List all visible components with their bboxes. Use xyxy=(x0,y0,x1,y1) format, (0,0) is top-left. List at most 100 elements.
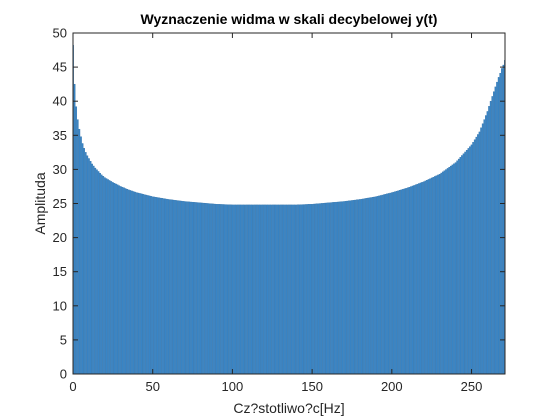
spectrum-bar xyxy=(225,204,227,375)
spectrum-bar xyxy=(293,204,296,375)
spectrum-bar xyxy=(312,203,315,375)
spectrum-bar xyxy=(410,186,412,375)
spectrum-bar xyxy=(145,194,148,375)
spectrum-bar xyxy=(258,204,261,375)
y-axis-ticks: 0 5 10 15 20 25 30 35 40 45 50 xyxy=(53,26,505,382)
spectrum-bar xyxy=(247,204,250,375)
spectrum-bar xyxy=(398,190,401,375)
spectrum-bar xyxy=(445,169,447,375)
spectrum-bar xyxy=(295,204,297,375)
spectrum-bar xyxy=(402,189,404,375)
spectrum-bar xyxy=(491,96,494,375)
spectrum-bar xyxy=(319,203,321,375)
spectrum-bar xyxy=(175,200,178,375)
spectrum-bar xyxy=(257,204,259,375)
spectrum-bar xyxy=(336,201,339,375)
spectrum-bar xyxy=(107,179,109,375)
spectrum-bar xyxy=(459,157,462,375)
spectrum-bar xyxy=(73,83,76,375)
x-tick-label: 150 xyxy=(301,379,323,394)
spectrum-bar xyxy=(327,202,329,375)
spectrum-bar xyxy=(338,201,341,375)
spectrum-bar xyxy=(177,200,180,375)
y-tick-label: 25 xyxy=(53,196,67,211)
spectrum-bar xyxy=(217,204,219,375)
spectrum-bar xyxy=(137,192,140,375)
spectrum-bar xyxy=(442,171,444,375)
y-tick-label: 45 xyxy=(53,60,67,75)
spectrum-bar xyxy=(236,204,239,375)
spectrum-bar xyxy=(148,195,151,375)
spectrum-bar xyxy=(112,182,114,375)
spectrum-bar xyxy=(497,77,500,375)
y-tick-label: 20 xyxy=(53,230,67,245)
spectrum-bar xyxy=(384,194,387,375)
spectrum-bar xyxy=(296,204,299,375)
spectrum-bar xyxy=(244,204,246,375)
spectrum-bar xyxy=(132,191,135,375)
spectrum-bar xyxy=(322,203,325,375)
chart-title: Wyznaczenie widma w skali decybelowej y(… xyxy=(141,11,438,27)
spectrum-bar xyxy=(115,183,117,375)
spectrum-bar xyxy=(242,204,245,375)
spectrum-bar xyxy=(354,199,356,375)
spectrum-bar xyxy=(212,203,215,375)
spectrum-bar xyxy=(113,183,116,375)
y-axis-label: Amplituda xyxy=(32,172,48,234)
spectrum-bar xyxy=(434,176,436,375)
spectrum-bar xyxy=(290,204,293,375)
spectrum-bar xyxy=(198,202,200,375)
spectrum-bar xyxy=(287,204,290,375)
spectrum-bar xyxy=(379,195,382,375)
spectrum-bar xyxy=(153,196,156,375)
spectrum-bar xyxy=(400,189,403,375)
spectrum-bar xyxy=(239,204,242,375)
spectrum-bar xyxy=(135,192,138,375)
spectrum-bar xyxy=(395,190,398,375)
spectrum-bar xyxy=(355,199,358,375)
x-tick-label: 250 xyxy=(461,379,483,394)
spectrum-bar xyxy=(464,151,466,375)
spectrum-bar xyxy=(88,158,90,375)
spectrum-bar xyxy=(473,139,476,375)
spectrum-bar xyxy=(139,193,141,375)
spectrum-bar xyxy=(467,148,470,375)
spectrum-bar xyxy=(193,202,195,375)
spectrum-bar xyxy=(268,204,270,375)
spectrum-bar xyxy=(241,204,243,375)
spectrum-bar xyxy=(126,189,129,375)
spectrum-bar xyxy=(191,201,194,375)
y-tick-label: 30 xyxy=(53,162,67,177)
spectrum-bar xyxy=(489,101,492,375)
spectrum-bar xyxy=(362,198,364,375)
spectrum-bar xyxy=(411,185,414,375)
spectrum-bar xyxy=(500,68,503,375)
spectrum-bar xyxy=(127,189,130,375)
spectrum-bar xyxy=(472,142,474,375)
spectrum-bar xyxy=(263,204,266,375)
spectrum-bar xyxy=(403,188,406,375)
spectrum-bar xyxy=(265,204,267,375)
spectrum-bar xyxy=(140,193,143,375)
spectrum-bar xyxy=(389,192,392,375)
spectrum-bar xyxy=(394,191,396,375)
spectrum-bar xyxy=(303,204,305,375)
spectrum-bar xyxy=(406,187,409,375)
spectrum-bar xyxy=(367,197,369,375)
spectrum-bar xyxy=(110,181,113,375)
x-axis-label: Cz?stotliwo?c[Hz] xyxy=(233,400,344,416)
spectrum-bar xyxy=(76,119,79,375)
spectrum-bar xyxy=(102,176,105,375)
spectrum-bar xyxy=(440,172,443,375)
spectrum-bar xyxy=(129,190,132,375)
spectrum-bar xyxy=(186,201,189,375)
spectrum-bar xyxy=(190,201,192,375)
spectrum-bar xyxy=(250,204,253,375)
spectrum-bar xyxy=(332,202,334,375)
spectrum-bar xyxy=(333,202,336,375)
spectrum-bar xyxy=(451,164,454,375)
spectrum-bar xyxy=(421,182,423,375)
spectrum-bar xyxy=(453,163,455,375)
spectrum-bar xyxy=(118,185,121,375)
spectrum-bar xyxy=(288,204,291,375)
